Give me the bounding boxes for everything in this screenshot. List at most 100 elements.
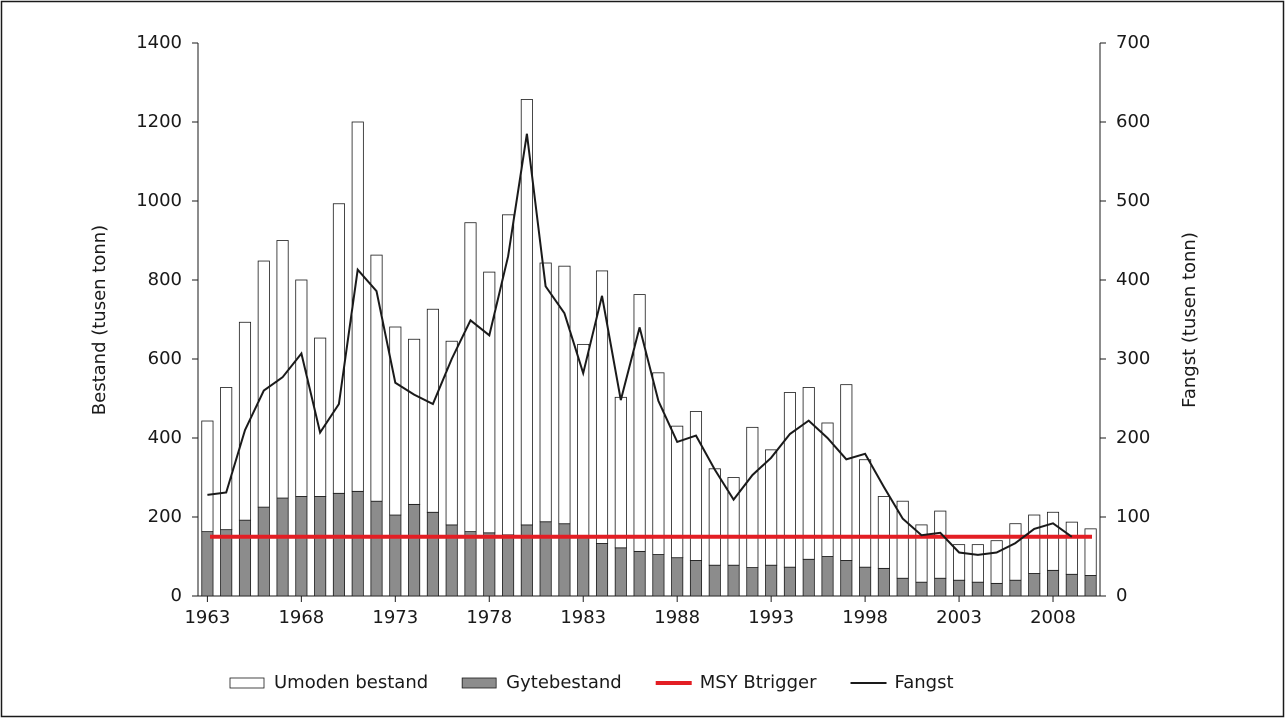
bar-segment bbox=[464, 531, 477, 597]
y-tick-label: 1400 bbox=[136, 32, 182, 53]
bar-segment bbox=[859, 566, 872, 597]
y2-tick-label: 500 bbox=[1116, 190, 1150, 211]
bar-segment bbox=[1009, 579, 1022, 597]
bar-segment bbox=[201, 420, 214, 533]
bar-segment bbox=[1028, 514, 1041, 574]
x-tick-label: 1963 bbox=[184, 607, 230, 628]
bar-segment bbox=[840, 560, 853, 597]
bar-segment bbox=[1084, 575, 1097, 597]
bar-segment bbox=[633, 294, 646, 552]
bar-segment bbox=[483, 271, 496, 534]
bar-segment bbox=[389, 514, 402, 597]
bar-segment bbox=[502, 534, 515, 597]
bar-segment bbox=[971, 581, 984, 597]
x-tick-label: 1978 bbox=[466, 607, 512, 628]
bar-segment bbox=[445, 340, 458, 526]
bar-segment bbox=[276, 240, 289, 499]
bar-segment bbox=[971, 544, 984, 583]
bar-segment bbox=[990, 540, 1003, 584]
bar-segment bbox=[351, 121, 364, 492]
bar-segment bbox=[370, 500, 383, 597]
x-tick-label: 2003 bbox=[936, 607, 982, 628]
bar-segment bbox=[671, 425, 684, 559]
bar-segment bbox=[464, 222, 477, 533]
y2-tick-label: 700 bbox=[1116, 32, 1150, 53]
bar-segment bbox=[783, 566, 796, 597]
bar-segment bbox=[765, 564, 778, 597]
y-tick-label: 1000 bbox=[136, 190, 182, 211]
bar-segment bbox=[746, 567, 759, 597]
bar-segment bbox=[934, 510, 947, 579]
bar-segment bbox=[220, 529, 233, 597]
bar-segment bbox=[1046, 511, 1060, 571]
y2-tick-label: 0 bbox=[1116, 585, 1127, 606]
bar-segment bbox=[821, 556, 834, 597]
y-tick-label: 0 bbox=[171, 585, 182, 606]
bar-segment bbox=[614, 547, 627, 597]
bar-segment bbox=[953, 579, 966, 597]
bar-segment bbox=[558, 523, 571, 597]
bar-segment bbox=[708, 468, 721, 566]
bar-segment bbox=[877, 567, 890, 597]
y2-tick-label: 100 bbox=[1116, 506, 1150, 527]
y2-axis-title: Fangst (tusen tonn) bbox=[1179, 232, 1200, 408]
bar-segment bbox=[1065, 521, 1078, 575]
x-tick-label: 1998 bbox=[842, 607, 888, 628]
bar-segment bbox=[802, 387, 815, 560]
y2-tick-label: 600 bbox=[1116, 111, 1150, 132]
bar-segment bbox=[408, 503, 421, 597]
bar-segment bbox=[614, 396, 627, 549]
bar-segment bbox=[257, 506, 270, 597]
bar-segment bbox=[351, 490, 364, 597]
bar-segment bbox=[802, 558, 815, 597]
x-tick-label: 2008 bbox=[1030, 607, 1076, 628]
bar-segment bbox=[257, 260, 270, 508]
bar-segment bbox=[370, 254, 383, 502]
bar-segment bbox=[896, 500, 909, 579]
bar-segment bbox=[990, 582, 1003, 597]
bar-segment bbox=[520, 99, 533, 526]
legend-swatch bbox=[461, 677, 497, 689]
bar-segment bbox=[821, 422, 834, 557]
legend-swatch bbox=[229, 677, 265, 689]
bar-segment bbox=[276, 497, 289, 597]
y-tick-label: 600 bbox=[148, 348, 182, 369]
legend-label: Umoden bestand bbox=[274, 672, 428, 693]
bar-segment bbox=[915, 524, 928, 583]
bar-segment bbox=[727, 564, 740, 597]
legend-label: Fangst bbox=[895, 672, 954, 693]
bar-segment bbox=[1009, 523, 1022, 581]
bar-segment bbox=[201, 531, 214, 597]
bar-segment bbox=[1028, 573, 1041, 597]
bar-segment bbox=[295, 279, 308, 497]
y2-tick-label: 200 bbox=[1116, 427, 1150, 448]
bar-segment bbox=[595, 543, 609, 597]
bar-segment bbox=[1046, 569, 1060, 597]
bar-segment bbox=[314, 337, 327, 497]
x-tick-label: 1988 bbox=[654, 607, 700, 628]
bar-segment bbox=[877, 496, 890, 569]
y-axis-title: Bestand (tusen tonn) bbox=[89, 225, 110, 415]
bar-segment bbox=[577, 537, 590, 597]
bar-segment bbox=[689, 411, 703, 561]
bar-segment bbox=[840, 384, 853, 561]
bar-segment bbox=[1084, 528, 1097, 576]
bar-segment bbox=[295, 496, 308, 597]
bar-segment bbox=[708, 564, 721, 597]
bar-segment bbox=[220, 387, 233, 531]
bar-segment bbox=[539, 521, 552, 597]
y-tick-label: 1200 bbox=[136, 111, 182, 132]
bar-segment bbox=[426, 511, 439, 597]
bar-segment bbox=[502, 214, 515, 536]
y2-tick-label: 400 bbox=[1116, 269, 1150, 290]
bar-segment bbox=[595, 270, 609, 544]
bar-segment bbox=[746, 426, 759, 568]
x-tick-label: 1993 bbox=[748, 607, 794, 628]
x-tick-label: 1968 bbox=[278, 607, 324, 628]
bar-segment bbox=[238, 519, 252, 597]
bar-segment bbox=[633, 550, 646, 597]
bar-segment bbox=[483, 532, 496, 597]
x-tick-label: 1983 bbox=[560, 607, 606, 628]
bar-segment bbox=[896, 577, 909, 597]
